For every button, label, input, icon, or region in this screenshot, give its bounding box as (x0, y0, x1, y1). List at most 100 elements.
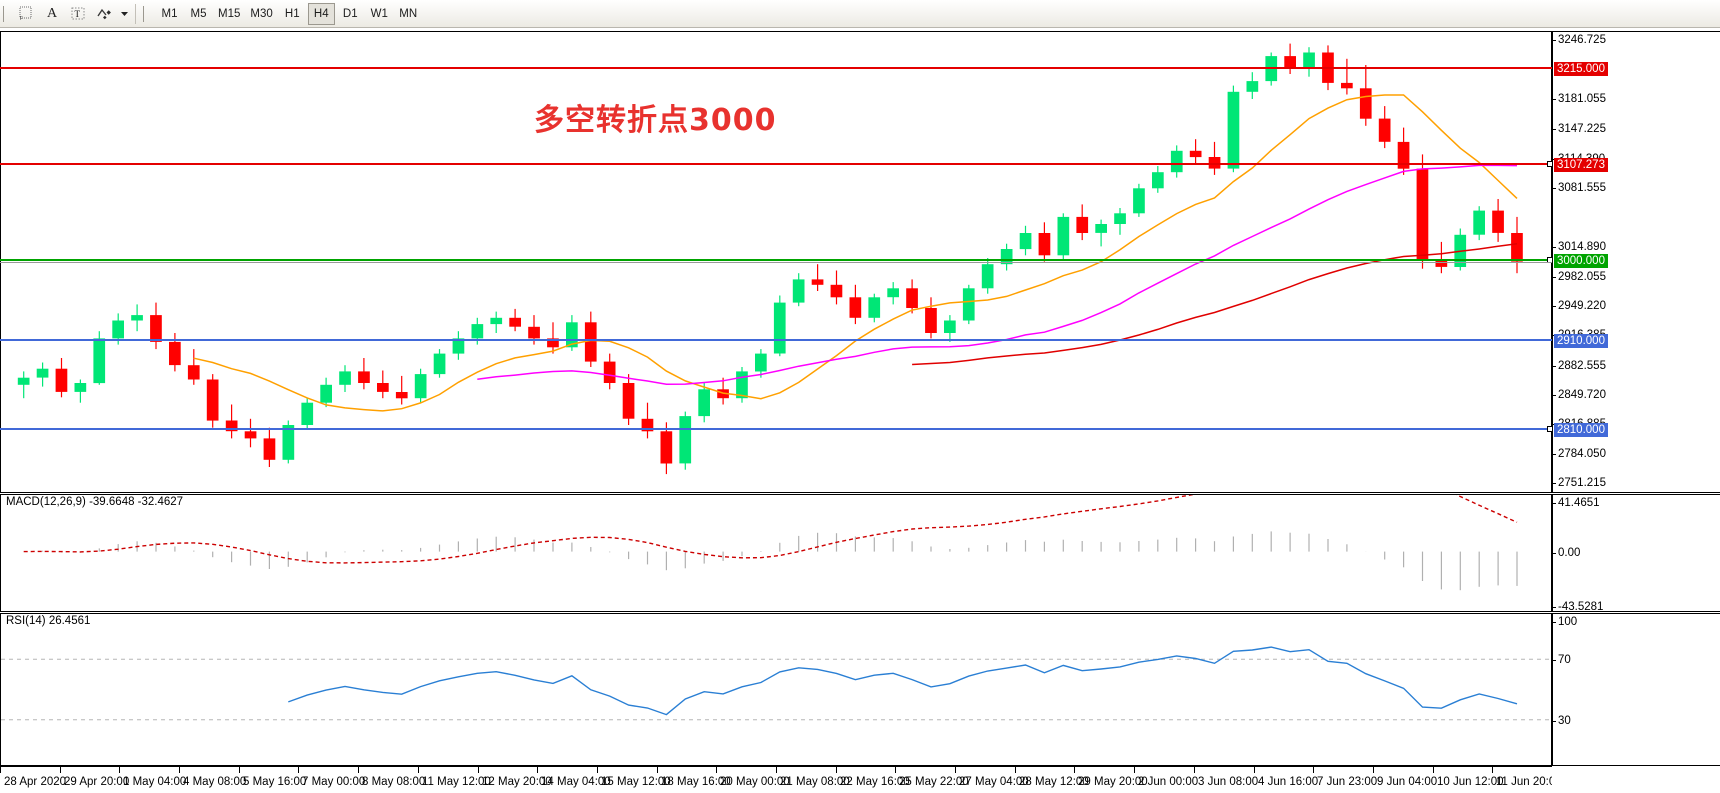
time-tick-mark-5 (298, 767, 299, 773)
price-tick-13: 2751.215 (1552, 476, 1606, 489)
time-label-12: 20 May 00:00 (720, 776, 790, 788)
timeframe-m30[interactable]: M30 (250, 7, 273, 20)
time-tick-mark-17 (1015, 767, 1016, 773)
time-tick-mark-16 (955, 767, 956, 773)
time-label-20: 3 Jun 08:00 (1198, 776, 1259, 788)
time-tick-mark-25 (1492, 767, 1493, 773)
time-label-4: 5 May 16:00 (243, 776, 307, 788)
time-tick-mark-3 (179, 767, 180, 773)
svg-text:F: F (20, 16, 23, 21)
price-scale[interactable]: 3246.7253181.0553147.2253114.3903081.555… (1551, 31, 1720, 493)
price-tick-1: 3181.055 (1552, 93, 1606, 106)
time-tick-mark-20 (1194, 767, 1195, 773)
time-tick-mark-7 (418, 767, 419, 773)
price-tick-7: 2949.220 (1552, 300, 1606, 313)
price-tick-5: 3014.890 (1552, 241, 1606, 254)
timeframe-drag-handle[interactable] (141, 2, 151, 25)
svg-text:T: T (74, 9, 80, 19)
time-label-3: 4 May 08:00 (183, 776, 247, 788)
current-price-line (0, 261, 1552, 263)
macd-tick-1: 0.00 (1551, 546, 1581, 559)
time-label-23: 9 Jun 04:00 (1377, 776, 1438, 788)
rsi-tick-0: 100 (1551, 616, 1578, 628)
time-tick-mark-1 (60, 767, 61, 773)
chevron-down-icon[interactable] (117, 2, 131, 26)
time-label-8: 12 May 20:00 (482, 776, 552, 788)
toolbar-drag-handle[interactable] (1, 2, 11, 25)
time-label-9: 14 May 04:00 (541, 776, 611, 788)
time-tick-mark-13 (776, 767, 777, 773)
macd-title: MACD(12,26,9) -39.6648 -32.4627 (6, 496, 184, 508)
timeframe-m15[interactable]: M15 (218, 7, 241, 20)
time-label-17: 28 May 12:00 (1019, 776, 1089, 788)
rsi-tick-1: 70 (1552, 654, 1571, 667)
axis-corner-box (1552, 766, 1720, 793)
price-tick-10: 2849.720 (1552, 388, 1606, 401)
level-line-3000-000[interactable] (0, 256, 1553, 263)
grid-icon[interactable]: F (13, 2, 39, 26)
main-toolbar: F A T M1 M5 M15 M30 (0, 0, 1720, 28)
time-label-24: 10 Jun 12:00 (1437, 776, 1504, 788)
time-tick-mark-19 (1134, 767, 1135, 773)
time-label-13: 21 May 08:00 (780, 776, 850, 788)
time-tick-mark-10 (597, 767, 598, 773)
time-tick-mark-14 (836, 767, 837, 773)
time-tick-mark-15 (895, 767, 896, 773)
level-line-2910-000[interactable] (0, 339, 1552, 342)
price-level-tag-3107-273[interactable]: 3107.273 (1554, 157, 1608, 172)
time-tick-mark-23 (1373, 767, 1374, 773)
macd-scale: 41.4651 0.00 -43.5281 (1551, 494, 1720, 613)
time-tick-mark-22 (1313, 767, 1314, 773)
timeframe-w1[interactable]: W1 (370, 7, 388, 20)
level-line-3107-273[interactable] (0, 160, 1553, 167)
time-tick-mark-0 (0, 767, 1, 773)
macd-panel[interactable] (0, 494, 1552, 612)
time-tick-mark-11 (657, 767, 658, 773)
time-label-14: 22 May 16:00 (840, 776, 910, 788)
text-A-icon[interactable]: A (46, 5, 58, 21)
price-tick-4: 3081.555 (1552, 181, 1606, 194)
time-label-7: 11 May 12:00 (422, 776, 491, 788)
timeframe-h4[interactable]: H4 (307, 2, 335, 25)
level-line-handle[interactable] (1547, 426, 1553, 433)
price-level-tag-3215-000[interactable]: 3215.000 (1554, 61, 1608, 76)
macd-tick-0: 41.4651 (1552, 497, 1600, 509)
time-tick-mark-6 (358, 767, 359, 773)
text-label-icon[interactable]: T (65, 2, 91, 26)
time-label-18: 29 May 20:00 (1078, 776, 1148, 788)
timeframe-h1[interactable]: H1 (284, 7, 300, 20)
rsi-canvas (1, 646, 1551, 721)
time-label-25: 11 Jun 20:00 (1496, 776, 1562, 788)
rsi-panel[interactable] (0, 613, 1552, 766)
time-label-5: 7 May 00:00 (302, 776, 366, 788)
timeframe-group: M1 M5 M15 M30 H1 H4 D1 W1 MN (155, 2, 423, 25)
time-tick-mark-8 (478, 767, 479, 773)
time-tick-mark-21 (1254, 767, 1255, 773)
time-tick-mark-4 (239, 767, 240, 773)
price-level-tag-2810-000[interactable]: 2810.000 (1554, 423, 1608, 438)
chart-annotation-text: 多空转折点3000 (534, 103, 777, 138)
timeframe-mn[interactable]: MN (399, 7, 418, 20)
level-line-3215-000[interactable] (0, 66, 1552, 69)
time-label-0: 28 Apr 2020 (4, 776, 67, 788)
price-tick-9: 2882.555 (1552, 359, 1606, 372)
level-line-handle[interactable] (1547, 160, 1553, 167)
time-label-2: 1 May 04:00 (123, 776, 187, 788)
time-label-21: 4 Jun 16:00 (1258, 776, 1319, 788)
price-level-tag-3000-000[interactable]: 3000.000 (1554, 253, 1608, 268)
timeframe-m5[interactable]: M5 (190, 7, 207, 20)
time-axis[interactable]: 28 Apr 2020 29 Apr 20:00 1 May 04:00 4 May … (0, 766, 1720, 793)
time-tick-mark-18 (1074, 767, 1075, 773)
timeframe-m1[interactable]: M1 (161, 7, 178, 20)
rsi-scale-axis-line (1552, 614, 1553, 765)
price-level-tag-2910-000[interactable]: 2910.000 (1554, 334, 1608, 349)
time-label-11: 18 May 16:00 (661, 776, 731, 788)
rsi-tick-2: 30 (1552, 714, 1571, 727)
objects-icon[interactable] (91, 2, 117, 26)
timeframe-d1[interactable]: D1 (342, 7, 358, 20)
time-tick-mark-9 (537, 767, 538, 773)
time-label-6: 8 May 08:00 (362, 776, 426, 788)
price-tick-12: 2784.050 (1552, 447, 1606, 460)
time-label-16: 27 May 04:00 (959, 776, 1029, 788)
level-line-2810-000[interactable] (0, 426, 1553, 433)
